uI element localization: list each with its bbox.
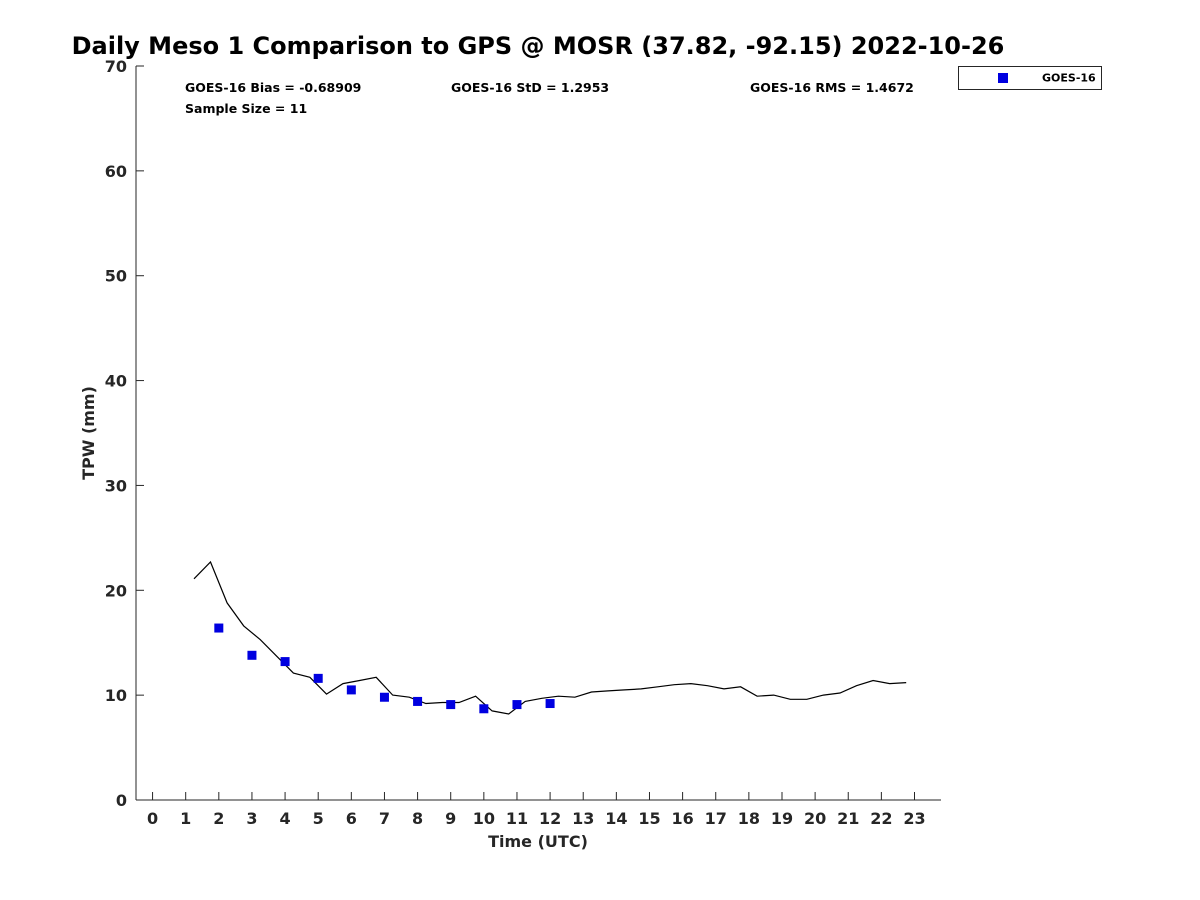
- goes16-data-point: [346, 685, 356, 695]
- goes16-data-point: [545, 699, 555, 709]
- goes16-data-point: [446, 700, 456, 710]
- x-tick-label: 10: [473, 809, 495, 828]
- x-tick-label: 16: [671, 809, 693, 828]
- x-tick-label: 23: [903, 809, 925, 828]
- y-tick-label: 60: [105, 162, 127, 181]
- stat-std: GOES-16 StD = 1.2953: [451, 80, 609, 95]
- x-tick-label: 12: [539, 809, 561, 828]
- y-tick-label: 10: [105, 686, 127, 705]
- y-tick-label: 40: [105, 372, 127, 391]
- x-tick-label: 1: [180, 809, 191, 828]
- x-tick-label: 4: [280, 809, 291, 828]
- stat-bias: GOES-16 Bias = -0.68909: [185, 80, 361, 95]
- y-tick-label: 50: [105, 267, 127, 286]
- legend-box: [958, 66, 1102, 90]
- x-tick-label: 6: [346, 809, 357, 828]
- goes16-data-point: [413, 696, 423, 706]
- x-tick-label: 8: [412, 809, 423, 828]
- goes16-data-point: [247, 650, 257, 660]
- goes16-scatter-series: [214, 623, 555, 714]
- x-tick-label: 22: [870, 809, 892, 828]
- goes16-data-point: [479, 704, 489, 714]
- x-tick-label: 3: [246, 809, 257, 828]
- stat-sample-size: Sample Size = 11: [185, 101, 307, 116]
- y-tick-label: 70: [105, 57, 127, 76]
- x-tick-label: 11: [506, 809, 528, 828]
- x-tick-label: 7: [379, 809, 390, 828]
- stats-annotations: GOES-16 Bias = -0.68909 GOES-16 StD = 1.…: [185, 80, 914, 116]
- goes16-data-point: [512, 700, 522, 710]
- x-tick-label: 19: [771, 809, 793, 828]
- x-axis-label: Time (UTC): [488, 832, 588, 851]
- x-tick-label: 5: [313, 809, 324, 828]
- axes: [135, 66, 941, 801]
- goes16-data-point: [313, 673, 323, 683]
- gps-tpw-line: [193, 560, 907, 715]
- legend: GOES-16: [958, 66, 1102, 90]
- y-axis-ticks: 0 10 20 30 40 50 60 70: [105, 57, 144, 810]
- legend-entry-goes16: GOES-16: [1042, 72, 1096, 85]
- y-tick-label: 20: [105, 581, 127, 600]
- x-tick-label: 9: [445, 809, 456, 828]
- goes16-data-point: [214, 623, 224, 633]
- y-tick-label: 0: [116, 791, 127, 810]
- x-tick-label: 13: [572, 809, 594, 828]
- x-tick-label: 18: [738, 809, 760, 828]
- x-axis-ticks: 0 1 2 3 4 5 6 7 8 9 10 11 12 13 14 15 16 17 18 19 20 21 22 23: [147, 792, 926, 828]
- x-tick-label: 2: [213, 809, 224, 828]
- x-tick-label: 17: [705, 809, 727, 828]
- gps-line-series: [193, 560, 907, 715]
- x-tick-label: 14: [605, 809, 627, 828]
- y-tick-label: 30: [105, 476, 127, 495]
- goes16-data-point: [280, 657, 290, 667]
- chart-title: Daily Meso 1 Comparison to GPS @ MOSR (3…: [72, 32, 1005, 60]
- goes16-data-point: [379, 692, 389, 702]
- x-tick-label: 21: [837, 809, 859, 828]
- x-tick-label: 0: [147, 809, 158, 828]
- x-tick-label: 20: [804, 809, 826, 828]
- x-tick-label: 15: [638, 809, 660, 828]
- legend-marker: [998, 73, 1008, 83]
- stat-rms: GOES-16 RMS = 1.4672: [750, 80, 914, 95]
- y-axis-label: TPW (mm): [79, 386, 98, 480]
